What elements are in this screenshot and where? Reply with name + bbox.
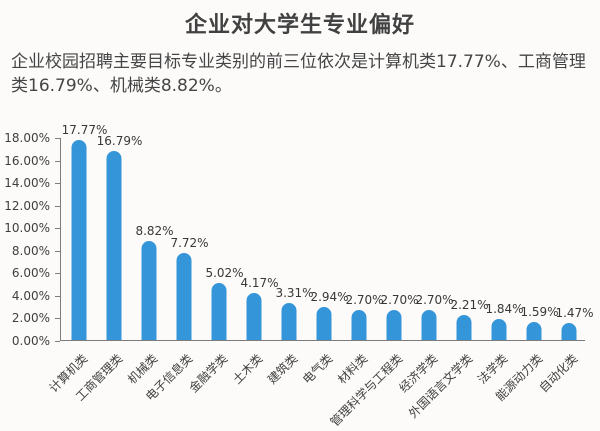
- y-tick-mark: [55, 138, 60, 139]
- bar-slot: 1.47%: [551, 138, 594, 340]
- y-tick-mark: [55, 228, 60, 230]
- y-tick-label: 10.00%: [4, 221, 50, 236]
- x-category-label: 电气类: [300, 351, 336, 387]
- bar-slot: 2.94%: [306, 138, 349, 340]
- bar-slot: 7.72%: [166, 138, 209, 340]
- bar: [246, 292, 261, 340]
- bar-slot: 4.17%: [236, 138, 279, 340]
- bar: [526, 322, 541, 340]
- bar: [351, 309, 366, 340]
- y-tick-label: 18.00%: [4, 131, 50, 145]
- y-tick-label: 12.00%: [4, 198, 50, 213]
- bar-value-label: 16.79%: [96, 133, 143, 148]
- y-tick-label: 8.00%: [11, 243, 50, 258]
- bar-value-label: 5.02%: [205, 266, 244, 281]
- bar: [386, 309, 401, 340]
- y-tick-mark: [55, 318, 60, 320]
- chart-title: 企业对大学生专业偏好: [184, 13, 415, 38]
- bar-slot: 16.79%: [96, 134, 142, 340]
- y-tick-mark: [55, 250, 60, 252]
- bar-slot: 2.70%: [341, 138, 384, 340]
- bar: [281, 302, 296, 340]
- y-tick-mark: [55, 160, 60, 162]
- bar-slot: 17.77%: [61, 123, 107, 340]
- chart-subtitle: 企业校园招聘主要目标专业类别的前三位依次是计算机类17.77%、工商管理类16.…: [11, 52, 586, 96]
- bar-value-label: 4.17%: [240, 275, 279, 290]
- bar: [561, 323, 576, 340]
- bar: [491, 319, 506, 340]
- y-tick-label: 14.00%: [4, 176, 50, 191]
- y-tick-mark: [55, 183, 60, 185]
- y-tick-mark: [55, 273, 60, 275]
- x-category-label: 金融学类: [186, 351, 231, 396]
- y-tick-label: 0.00%: [11, 334, 50, 348]
- bar: [106, 150, 121, 340]
- bar-value-label: 1.47%: [555, 306, 594, 321]
- x-axis-labels: 计算机类 工商管理类 机械类 电子信息类 金融学类 土木类 建筑类 电气类 材料类 管理科学与工程…: [47, 342, 585, 431]
- bar-value-label: 2.94%: [310, 289, 349, 304]
- bar: [316, 306, 331, 340]
- y-tick-label: 4.00%: [11, 288, 50, 303]
- bar-value-label: 3.31%: [275, 285, 314, 300]
- y-tick-label: 16.00%: [4, 153, 50, 168]
- bar-value-label: 1.84%: [485, 302, 524, 317]
- bar-slot: 1.84%: [481, 138, 524, 340]
- bar-slot: 3.31%: [271, 138, 314, 340]
- bar: [141, 240, 156, 340]
- plot-area: 17.77% 16.79% 8.82% 7.72% 5.02% 4.17% 3.31% 2.9…: [60, 123, 594, 341]
- y-tick-mark: [55, 205, 60, 207]
- bar-value-label: 8.82%: [135, 223, 174, 238]
- bar-slot: 1.59%: [516, 138, 559, 340]
- y-tick-mark: [55, 295, 60, 297]
- bar-slot: 8.82%: [131, 138, 174, 340]
- bar-value-label: 17.77%: [61, 122, 108, 137]
- bar: [71, 139, 86, 340]
- bar: [211, 283, 226, 340]
- x-category-label: 土木类: [230, 351, 266, 387]
- bar-slot: 5.02%: [201, 138, 244, 340]
- bar: [421, 309, 436, 340]
- bar-value-label: 7.72%: [170, 235, 209, 250]
- y-tick-mark: [55, 341, 60, 342]
- bar-value-label: 2.70%: [380, 292, 419, 307]
- bar-slot: 2.70%: [376, 138, 419, 340]
- bar-value-label: 2.70%: [345, 292, 384, 307]
- bar: [176, 252, 191, 340]
- x-category-label: 建筑类: [265, 351, 301, 387]
- bar-value-label: 2.70%: [415, 292, 454, 307]
- bar-slot: 2.21%: [446, 138, 489, 340]
- y-tick-label: 2.00%: [11, 311, 50, 326]
- bar-value-label: 2.21%: [450, 298, 489, 313]
- y-axis: 18.00% 16.00% 14.00% 12.00% 10.00% 8.00% 6.00%…: [0, 131, 60, 348]
- y-tick-label: 6.00%: [11, 266, 50, 281]
- bar: [456, 315, 471, 340]
- x-category-label: 自动化类: [536, 351, 581, 396]
- bar-value-label: 1.59%: [520, 305, 559, 320]
- bar-slot: 2.70%: [411, 138, 454, 340]
